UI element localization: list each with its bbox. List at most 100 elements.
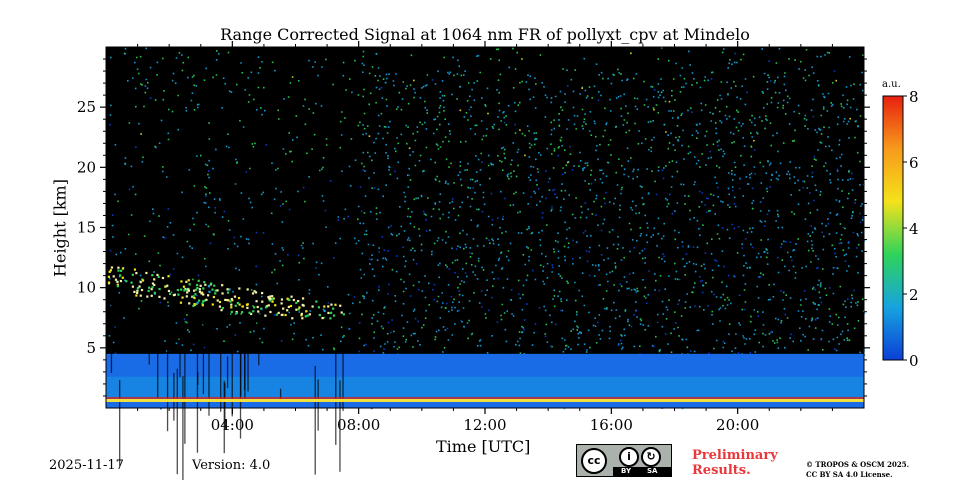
cirrus-pixel <box>196 301 199 304</box>
cirrus-pixel <box>176 288 179 292</box>
cirrus-pixel <box>185 280 188 283</box>
y-tick-label: 15 <box>77 219 96 237</box>
cc-license-logo[interactable]: cc i ↻ BY SA <box>576 444 672 477</box>
cirrus-pixel <box>121 276 124 279</box>
cirrus-pixel <box>141 279 145 282</box>
precip-streak <box>179 319 181 378</box>
cirrus-pixel <box>281 313 284 316</box>
cirrus-pixel <box>193 296 196 300</box>
x-tick-label: 16:00 <box>590 416 633 434</box>
cirrus-pixel <box>274 304 277 307</box>
cirrus-pixel <box>203 299 206 302</box>
cirrus-pixel <box>200 292 203 295</box>
cirrus-pixel <box>252 310 255 313</box>
cirrus-pixel <box>241 305 244 308</box>
cirrus-pixel <box>224 298 227 302</box>
cirrus-pixel <box>145 271 148 275</box>
x-tick-label: 04:00 <box>211 416 254 434</box>
colorbar: 0 2 4 6 8 <box>882 88 919 370</box>
cirrus-pixel <box>267 296 270 299</box>
cirrus-pixel <box>298 306 301 309</box>
cirrus-pixel <box>216 299 219 302</box>
precip-streak <box>240 325 242 397</box>
cirrus-pixel <box>151 282 155 285</box>
preliminary-results-note: Preliminary Results. <box>692 448 778 478</box>
y-tick-label: 5 <box>86 339 96 357</box>
copyright-line-2: CC BY SA 4.0 License. <box>806 470 893 479</box>
cirrus-pixel <box>330 311 333 314</box>
cirrus-pixel <box>158 287 161 291</box>
cirrus-pixel <box>184 287 187 291</box>
cirrus-pixel <box>133 290 136 293</box>
cirrus-pixel <box>300 314 303 317</box>
cirrus-pixel <box>131 273 134 276</box>
cirrus-pixel <box>305 310 308 313</box>
precip-streak <box>117 267 119 286</box>
cirrus-pixel <box>277 311 280 315</box>
cirrus-pixel <box>197 279 200 282</box>
cirrus-pixel <box>334 303 337 306</box>
cirrus-pixel <box>188 283 191 286</box>
cirrus-pixel <box>287 305 290 309</box>
sa-icon: ↻ <box>641 447 661 467</box>
copyright-line-1: © TROPOS & OSCM 2025. <box>806 460 910 469</box>
cirrus-pixel <box>148 286 151 289</box>
cirrus-pixel <box>297 308 300 311</box>
cirrus-pixel <box>136 291 139 295</box>
cirrus-pixel <box>257 310 260 313</box>
cirrus-pixel <box>275 313 278 316</box>
cirrus-pixel <box>156 273 159 277</box>
cirrus-pixel <box>235 312 239 315</box>
cirrus-pixel <box>269 310 272 314</box>
sa-label: SA <box>647 467 658 475</box>
cirrus-pixel <box>185 295 188 298</box>
x-tick-label: 20:00 <box>716 416 759 434</box>
precip-streak <box>231 306 233 417</box>
cirrus-pixel <box>250 312 253 316</box>
cirrus-pixel <box>140 288 144 292</box>
cirrus-pixel <box>151 274 154 277</box>
cirrus-pixel <box>226 291 230 294</box>
precip-streak <box>190 311 193 343</box>
cirrus-pixel <box>246 288 249 291</box>
cirrus-pixel <box>227 299 230 302</box>
axes: 04:00 08:00 12:00 16:00 20:00 5 10 15 20 25 <box>77 41 870 434</box>
cirrus-pixel <box>332 307 335 310</box>
cirrus-pixel <box>306 314 309 317</box>
cirrus-pixel <box>301 317 304 320</box>
by-label: BY <box>621 467 632 475</box>
cirrus-pixel <box>315 300 318 303</box>
cirrus-pixel <box>199 284 202 287</box>
cirrus-pixel <box>203 281 206 284</box>
cirrus-pixel <box>108 270 111 273</box>
cirrus-pixel <box>186 291 189 294</box>
cirrus-pixel <box>271 295 274 298</box>
preliminary-line-1: Preliminary <box>692 448 778 463</box>
cirrus-pixel <box>238 303 241 306</box>
cirrus-pixel <box>163 297 166 300</box>
cirrus-pixel <box>260 307 263 310</box>
cirrus-pixel <box>238 287 241 290</box>
cirrus-pixel <box>116 280 119 283</box>
cirrus-pixel <box>323 305 326 308</box>
cirrus-pixel <box>339 304 342 307</box>
cirrus-pixel <box>114 278 118 281</box>
cirrus-pixel <box>166 284 169 287</box>
cirrus-pixel <box>183 289 186 292</box>
precip-streak <box>184 335 186 444</box>
precip-streak <box>194 316 196 327</box>
cirrus-pixel <box>193 303 196 306</box>
precip-streak <box>342 346 344 411</box>
cirrus-pixel <box>267 304 270 307</box>
by-icon: i <box>619 447 639 467</box>
copyright-note: © TROPOS & OSCM 2025. CC BY SA 4.0 Licen… <box>806 460 909 480</box>
cirrus-pixel <box>329 317 332 320</box>
cirrus-pixel <box>230 303 233 306</box>
cirrus-pixel <box>138 285 141 288</box>
precip-streak <box>208 304 210 416</box>
cirrus-pixel <box>202 287 205 290</box>
cirrus-pixel <box>194 293 197 296</box>
cirrus-pixel <box>246 306 249 309</box>
cirrus-pixel <box>210 282 213 285</box>
precip-streak <box>223 380 225 454</box>
